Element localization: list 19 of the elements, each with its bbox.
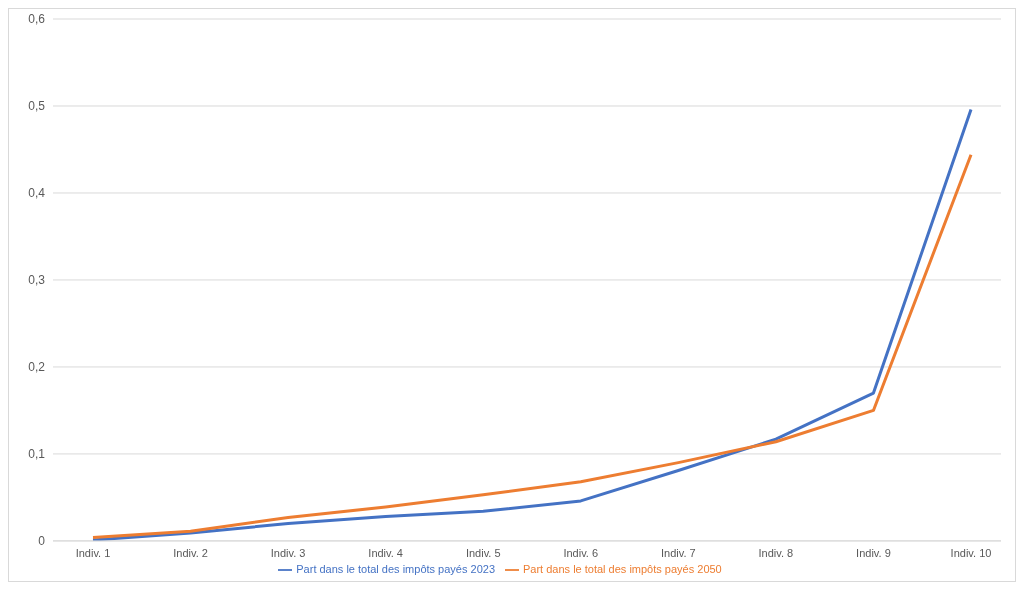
x-tick-label: Indiv. 4 xyxy=(368,546,403,559)
y-tick-label: 0,4 xyxy=(28,186,46,201)
x-tick-label: Indiv. 5 xyxy=(465,546,501,559)
y-tick-label: 0,2 xyxy=(28,360,46,375)
legend-label: Part dans le total des impôts payés 2023 xyxy=(296,562,495,575)
y-tick-label: 0 xyxy=(38,534,46,549)
x-tick-label: Indiv. 6 xyxy=(563,546,599,559)
x-tick-label: Indiv. 7 xyxy=(661,546,696,559)
x-tick-label: Indiv. 10 xyxy=(950,546,992,559)
x-tick-label: Indiv. 2 xyxy=(173,546,208,559)
y-tick-label: 0,3 xyxy=(28,273,46,288)
y-tick-label: 0,6 xyxy=(28,12,46,27)
x-tick-label: Indiv. 3 xyxy=(270,546,306,559)
x-tick-label: Indiv. 8 xyxy=(758,546,794,559)
y-tick-label: 0,1 xyxy=(28,447,46,462)
x-tick-label: Indiv. 1 xyxy=(75,546,111,559)
legend-label: Part dans le total des impôts payés 2050 xyxy=(523,562,722,575)
x-tick-label: Indiv. 9 xyxy=(856,546,891,559)
y-tick-label: 0,5 xyxy=(28,99,46,114)
